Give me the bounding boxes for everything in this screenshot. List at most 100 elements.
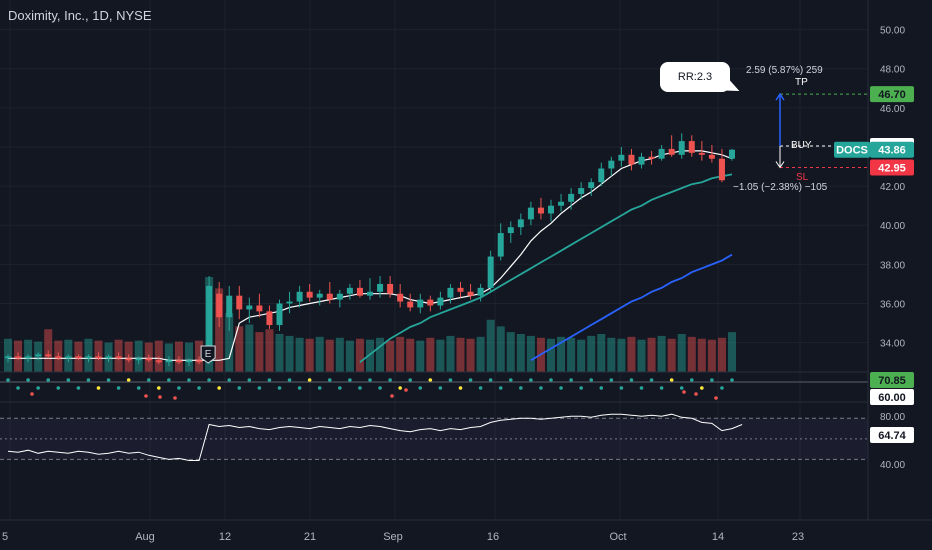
indicator-badge <box>870 372 914 388</box>
signal-dot <box>6 378 10 382</box>
rsi-badge <box>870 427 914 443</box>
candle-body <box>15 356 22 359</box>
volume-bar <box>285 335 294 372</box>
signal-dot <box>418 386 423 390</box>
signal-dot <box>368 378 372 382</box>
signal-dot <box>428 378 433 382</box>
signal-dot <box>257 386 262 390</box>
candle-body <box>497 233 504 257</box>
signal-dot <box>408 378 413 382</box>
signal-dot <box>539 386 543 390</box>
time-tick: 14 <box>712 531 724 543</box>
volume-bar <box>717 337 726 372</box>
volume-bar <box>567 337 576 372</box>
candle-body <box>115 356 122 359</box>
candle-body <box>316 293 323 298</box>
candle-body <box>135 358 142 361</box>
candle-body <box>477 287 484 296</box>
candle-body <box>5 356 11 359</box>
volume-bar <box>617 338 626 372</box>
signal-dot <box>338 386 342 390</box>
price-tick: 48.00 <box>880 65 905 76</box>
tp-label: TP <box>795 77 808 88</box>
volume-bar <box>305 338 314 372</box>
moving-average-line <box>359 173 733 363</box>
candle-body <box>236 295 243 310</box>
candle-body <box>55 356 62 359</box>
time-tick: 21 <box>304 531 316 543</box>
candle-body <box>216 293 223 318</box>
signal-dot <box>66 378 71 382</box>
volume-bar <box>134 340 143 372</box>
volume-bar <box>376 337 385 372</box>
volume-bar <box>506 332 515 372</box>
signal-dot <box>177 386 181 390</box>
candle-body <box>507 227 514 234</box>
signal-dot <box>136 386 141 390</box>
earnings-label: E <box>205 349 212 360</box>
volume-bar <box>195 340 204 372</box>
signal-dot <box>46 378 51 382</box>
volume-bar <box>577 339 586 372</box>
time-tick: 16 <box>487 531 499 543</box>
volume-bar <box>637 339 646 372</box>
signal-dot <box>404 388 408 392</box>
earnings-icon <box>200 345 216 364</box>
rsi-line <box>7 413 743 461</box>
price-tick: 50.00 <box>880 26 905 37</box>
indicator-badge <box>870 389 914 405</box>
signal-dot <box>207 378 211 382</box>
volume-bar <box>355 338 364 372</box>
candle-body <box>326 293 333 300</box>
candle-body <box>548 205 554 214</box>
candle-body <box>678 141 685 155</box>
symbol-tag-text: DOCS <box>836 145 868 157</box>
candle-body <box>708 154 715 159</box>
candle-body <box>447 287 454 298</box>
volume-bar <box>295 337 304 372</box>
signal-dot <box>167 378 171 382</box>
volume-bar <box>516 334 525 372</box>
signal-dot <box>287 378 292 382</box>
volume-bar <box>647 337 656 372</box>
volume-bar <box>265 329 274 372</box>
signal-dot <box>26 378 30 382</box>
volume-bar <box>315 336 324 372</box>
signal-dot <box>438 386 443 390</box>
signal-dot <box>689 378 694 382</box>
price-tick: 40.00 <box>880 221 905 232</box>
signal-dot <box>559 386 563 390</box>
signal-dot <box>76 386 81 390</box>
volume-bar <box>255 332 264 372</box>
price-badge-text: 46.70 <box>878 89 906 101</box>
signal-dot <box>307 378 312 382</box>
volume-bar <box>547 338 555 372</box>
volume-bar <box>667 338 676 372</box>
candle-body <box>85 356 92 359</box>
price-badge-text: 42.95 <box>878 163 906 175</box>
tp-info: 2.59 (5.87%) 259 <box>746 65 823 76</box>
volume-bar <box>275 334 284 372</box>
signal-dot <box>327 378 332 382</box>
price-tick: 42.00 <box>880 182 905 193</box>
candle-body <box>578 188 585 194</box>
volume-bar <box>486 319 495 372</box>
rsi-tick: 80.00 <box>880 412 905 423</box>
price-badge-text: 43.86 <box>878 145 906 157</box>
signal-dot <box>589 378 594 382</box>
signal-dot <box>126 378 131 382</box>
signal-dot <box>468 378 473 382</box>
candle-body <box>155 360 162 363</box>
sl-label: SL <box>796 172 809 183</box>
candle-body <box>658 148 665 159</box>
signal-dot <box>619 386 624 390</box>
signal-dot <box>679 386 684 390</box>
volume-bar <box>476 336 485 372</box>
symbol-tag <box>834 141 870 158</box>
volume-bar <box>215 288 224 372</box>
volume-bar <box>396 336 405 372</box>
volume-bar <box>526 335 535 372</box>
volume-bar <box>587 335 596 372</box>
candle-body <box>165 360 172 363</box>
